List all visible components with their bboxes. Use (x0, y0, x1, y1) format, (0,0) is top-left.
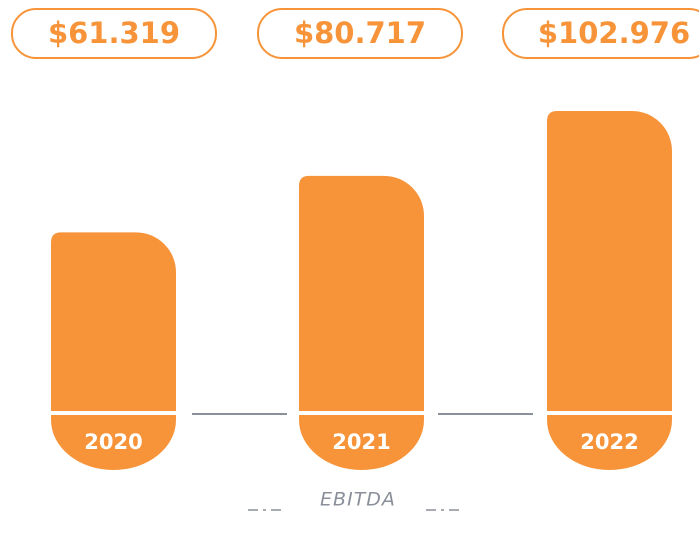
x-axis-label-group: EBITDA (248, 489, 459, 511)
value-label: $102.976 (538, 16, 690, 50)
bar (51, 232, 176, 411)
value-pill (257, 8, 463, 59)
bar-base (299, 415, 424, 470)
x-tick-label: 2020 (84, 430, 142, 454)
x-axis-label: EBITDA (320, 489, 396, 511)
x-tick-label: 2022 (580, 430, 638, 454)
bar-base (51, 415, 176, 470)
x-tick-label: 2021 (332, 430, 390, 454)
value-label: $80.717 (294, 16, 426, 50)
bar (299, 175, 424, 411)
value-pill (502, 8, 699, 59)
bar-base (547, 415, 673, 470)
value-label: $61.319 (48, 16, 180, 50)
bar (547, 111, 672, 411)
value-pill (11, 8, 217, 59)
